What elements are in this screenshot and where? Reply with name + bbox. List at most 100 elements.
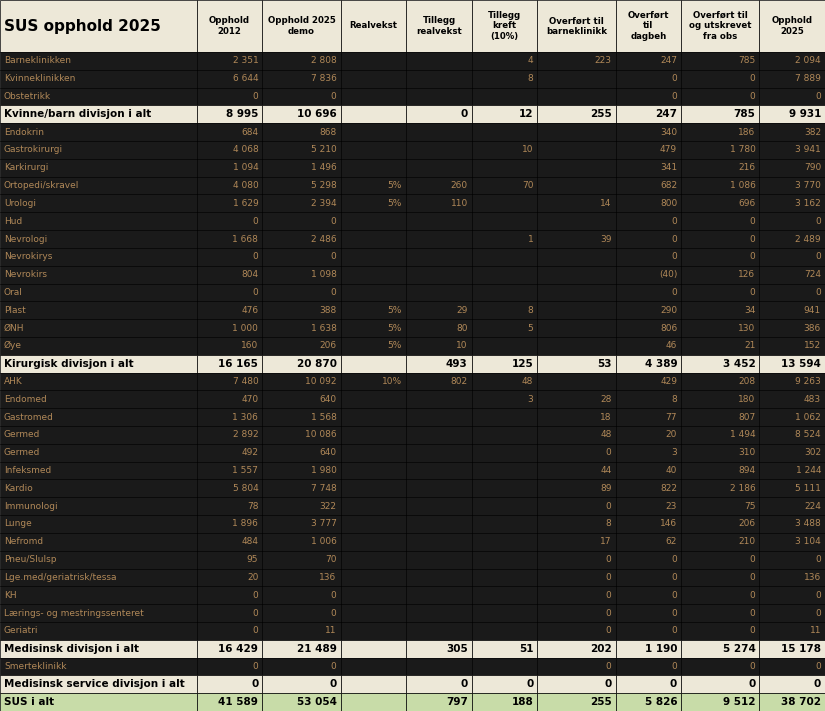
- Bar: [472, 159, 537, 176]
- Bar: [537, 373, 615, 390]
- Bar: [406, 640, 472, 658]
- Bar: [472, 248, 537, 266]
- Bar: [681, 675, 760, 693]
- Text: Germed: Germed: [4, 448, 40, 457]
- Text: 9 512: 9 512: [723, 697, 756, 707]
- Bar: [472, 52, 537, 70]
- Bar: [681, 266, 760, 284]
- Bar: [537, 0, 615, 52]
- Bar: [472, 533, 537, 551]
- Bar: [472, 266, 537, 284]
- Text: 340: 340: [660, 128, 677, 137]
- Text: 470: 470: [241, 395, 258, 404]
- Text: 10 696: 10 696: [297, 109, 337, 119]
- Bar: [0, 479, 196, 497]
- Text: Medisinsk divisjon i alt: Medisinsk divisjon i alt: [4, 643, 139, 653]
- Bar: [341, 195, 406, 213]
- Bar: [406, 622, 472, 640]
- Text: 386: 386: [804, 324, 821, 333]
- Bar: [472, 70, 537, 87]
- Bar: [341, 373, 406, 390]
- Text: 0: 0: [606, 626, 611, 636]
- Bar: [406, 515, 472, 533]
- Bar: [537, 479, 615, 497]
- Text: 476: 476: [241, 306, 258, 315]
- Text: 125: 125: [512, 358, 533, 369]
- Bar: [196, 176, 262, 195]
- Text: 493: 493: [446, 358, 468, 369]
- Bar: [615, 105, 681, 123]
- Text: 0: 0: [329, 679, 337, 689]
- Bar: [537, 640, 615, 658]
- Bar: [615, 622, 681, 640]
- Text: 0: 0: [252, 92, 258, 101]
- Bar: [0, 176, 196, 195]
- Text: SUS i alt: SUS i alt: [4, 697, 54, 707]
- Bar: [196, 587, 262, 604]
- Bar: [760, 693, 825, 711]
- Text: 1 098: 1 098: [311, 270, 337, 279]
- Bar: [615, 479, 681, 497]
- Text: 388: 388: [319, 306, 337, 315]
- Bar: [472, 195, 537, 213]
- Text: 1 006: 1 006: [311, 538, 337, 546]
- Bar: [0, 70, 196, 87]
- Bar: [537, 123, 615, 141]
- Text: 0: 0: [252, 626, 258, 636]
- Bar: [196, 515, 262, 533]
- Bar: [681, 444, 760, 461]
- Bar: [0, 213, 196, 230]
- Bar: [341, 0, 406, 52]
- Bar: [406, 141, 472, 159]
- Text: 0: 0: [331, 288, 337, 297]
- Bar: [262, 622, 341, 640]
- Bar: [262, 176, 341, 195]
- Text: 29: 29: [456, 306, 468, 315]
- Text: 77: 77: [666, 412, 677, 422]
- Text: 21: 21: [744, 341, 756, 351]
- Bar: [262, 497, 341, 515]
- Bar: [615, 658, 681, 675]
- Bar: [341, 640, 406, 658]
- Text: Overført til
og utskrevet
fra obs: Overført til og utskrevet fra obs: [689, 11, 752, 41]
- Text: 5: 5: [527, 324, 533, 333]
- Bar: [262, 675, 341, 693]
- Bar: [406, 390, 472, 408]
- Bar: [760, 408, 825, 426]
- Bar: [537, 266, 615, 284]
- Bar: [341, 123, 406, 141]
- Bar: [341, 337, 406, 355]
- Bar: [472, 408, 537, 426]
- Bar: [681, 640, 760, 658]
- Text: 790: 790: [804, 164, 821, 172]
- Text: 785: 785: [738, 56, 756, 65]
- Bar: [615, 213, 681, 230]
- Text: 492: 492: [241, 448, 258, 457]
- Bar: [341, 658, 406, 675]
- Bar: [615, 390, 681, 408]
- Text: 0: 0: [750, 662, 756, 671]
- Bar: [0, 658, 196, 675]
- Text: 14: 14: [601, 199, 611, 208]
- Bar: [406, 195, 472, 213]
- Bar: [760, 123, 825, 141]
- Text: 0: 0: [815, 555, 821, 564]
- Text: Gastromed: Gastromed: [4, 412, 54, 422]
- Bar: [196, 390, 262, 408]
- Text: 0: 0: [251, 679, 258, 689]
- Text: 0: 0: [672, 662, 677, 671]
- Text: 110: 110: [450, 199, 468, 208]
- Bar: [341, 408, 406, 426]
- Text: (40): (40): [659, 270, 677, 279]
- Text: 152: 152: [804, 341, 821, 351]
- Bar: [196, 0, 262, 52]
- Bar: [472, 390, 537, 408]
- Bar: [472, 123, 537, 141]
- Bar: [0, 693, 196, 711]
- Text: 0: 0: [672, 626, 677, 636]
- Bar: [406, 0, 472, 52]
- Text: 0: 0: [331, 252, 337, 262]
- Text: Kirurgisk divisjon i alt: Kirurgisk divisjon i alt: [4, 358, 134, 369]
- Text: 2 892: 2 892: [233, 430, 258, 439]
- Text: 1: 1: [527, 235, 533, 243]
